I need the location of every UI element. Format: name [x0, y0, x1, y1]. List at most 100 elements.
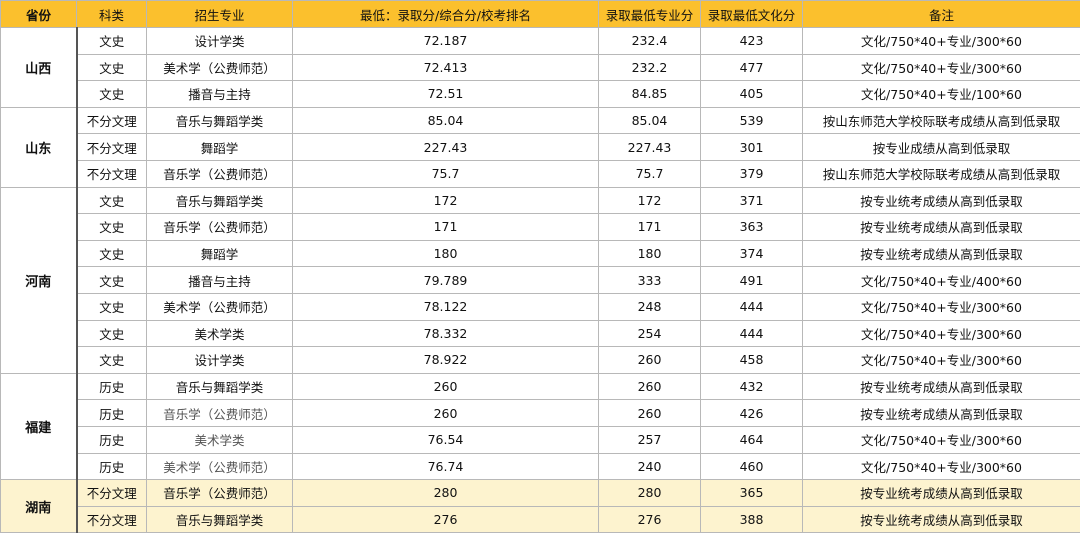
cell-province: 湖南	[1, 480, 77, 533]
cell-subject: 文史	[77, 320, 147, 347]
cell-min-major: 180	[599, 240, 701, 267]
cell-min-score: 78.332	[293, 320, 599, 347]
cell-min-culture: 432	[701, 373, 803, 400]
cell-min-major: 232.2	[599, 54, 701, 81]
cell-min-major: 227.43	[599, 134, 701, 161]
cell-major: 音乐与舞蹈学类	[147, 107, 293, 134]
cell-note: 文化/750*40+专业/300*60	[803, 28, 1080, 55]
cell-min-major: 257	[599, 426, 701, 453]
cell-note: 按山东师范大学校际联考成绩从高到低录取	[803, 160, 1080, 187]
cell-subject: 文史	[77, 293, 147, 320]
cell-min-major: 260	[599, 347, 701, 374]
cell-major: 播音与主持	[147, 81, 293, 108]
cell-major: 美术学（公费师范）	[147, 54, 293, 81]
cell-note: 文化/750*40+专业/300*60	[803, 293, 1080, 320]
cell-major: 音乐学（公费师范）	[147, 160, 293, 187]
cell-min-major: 240	[599, 453, 701, 480]
cell-min-culture: 405	[701, 81, 803, 108]
cell-min-culture: 444	[701, 293, 803, 320]
cell-min-major: 248	[599, 293, 701, 320]
cell-min-score: 78.922	[293, 347, 599, 374]
cell-subject: 历史	[77, 373, 147, 400]
cell-major: 音乐与舞蹈学类	[147, 187, 293, 214]
cell-note: 文化/750*40+专业/300*60	[803, 347, 1080, 374]
cell-min-major: 171	[599, 214, 701, 241]
cell-min-culture: 363	[701, 214, 803, 241]
cell-major: 舞蹈学	[147, 134, 293, 161]
header-subject: 科类	[77, 1, 147, 28]
cell-min-score: 180	[293, 240, 599, 267]
cell-min-major: 260	[599, 400, 701, 427]
cell-note: 按专业统考成绩从高到低录取	[803, 240, 1080, 267]
cell-subject: 文史	[77, 214, 147, 241]
cell-province: 山东	[1, 107, 77, 187]
header-major: 招生专业	[147, 1, 293, 28]
cell-subject: 文史	[77, 267, 147, 294]
cell-major: 舞蹈学	[147, 240, 293, 267]
cell-min-score: 171	[293, 214, 599, 241]
cell-subject: 不分文理	[77, 480, 147, 507]
cell-note: 按专业统考成绩从高到低录取	[803, 480, 1080, 507]
cell-min-score: 85.04	[293, 107, 599, 134]
cell-min-culture: 365	[701, 480, 803, 507]
cell-min-culture: 491	[701, 267, 803, 294]
cell-province: 山西	[1, 28, 77, 108]
cell-subject: 文史	[77, 28, 147, 55]
cell-note: 按专业统考成绩从高到低录取	[803, 400, 1080, 427]
cell-subject: 文史	[77, 187, 147, 214]
cell-subject: 文史	[77, 54, 147, 81]
cell-min-major: 260	[599, 373, 701, 400]
cell-min-score: 172	[293, 187, 599, 214]
cell-min-major: 172	[599, 187, 701, 214]
cell-note: 文化/750*40+专业/300*60	[803, 320, 1080, 347]
cell-min-major: 232.4	[599, 28, 701, 55]
cell-min-score: 75.7	[293, 160, 599, 187]
cell-major: 音乐与舞蹈学类	[147, 373, 293, 400]
cell-min-culture: 379	[701, 160, 803, 187]
cell-min-major: 276	[599, 506, 701, 533]
cell-min-culture: 464	[701, 426, 803, 453]
cell-min-score: 276	[293, 506, 599, 533]
cell-major: 播音与主持	[147, 267, 293, 294]
cell-min-culture: 426	[701, 400, 803, 427]
cell-major: 设计学类	[147, 347, 293, 374]
cell-min-score: 78.122	[293, 293, 599, 320]
cell-min-score: 260	[293, 400, 599, 427]
cell-note: 按专业统考成绩从高到低录取	[803, 187, 1080, 214]
cell-min-culture: 477	[701, 54, 803, 81]
cell-min-culture: 460	[701, 453, 803, 480]
cell-major: 音乐学（公费师范）	[147, 214, 293, 241]
cell-major: 美术学（公费师范）	[147, 293, 293, 320]
cell-province: 福建	[1, 373, 77, 479]
cell-subject: 文史	[77, 347, 147, 374]
cell-note: 按专业统考成绩从高到低录取	[803, 373, 1080, 400]
header-province: 省份	[1, 1, 77, 28]
cell-note: 按专业统考成绩从高到低录取	[803, 506, 1080, 533]
cell-major: 音乐学（公费师范）	[147, 480, 293, 507]
cell-note: 文化/750*40+专业/300*60	[803, 426, 1080, 453]
cell-major: 美术学类	[147, 320, 293, 347]
cell-min-culture: 458	[701, 347, 803, 374]
cell-min-score: 260	[293, 373, 599, 400]
cell-min-score: 76.74	[293, 453, 599, 480]
cell-subject: 历史	[77, 400, 147, 427]
cell-major: 美术学（公费师范）	[147, 453, 293, 480]
cell-note: 按专业成绩从高到低录取	[803, 134, 1080, 161]
cell-note: 按山东师范大学校际联考成绩从高到低录取	[803, 107, 1080, 134]
